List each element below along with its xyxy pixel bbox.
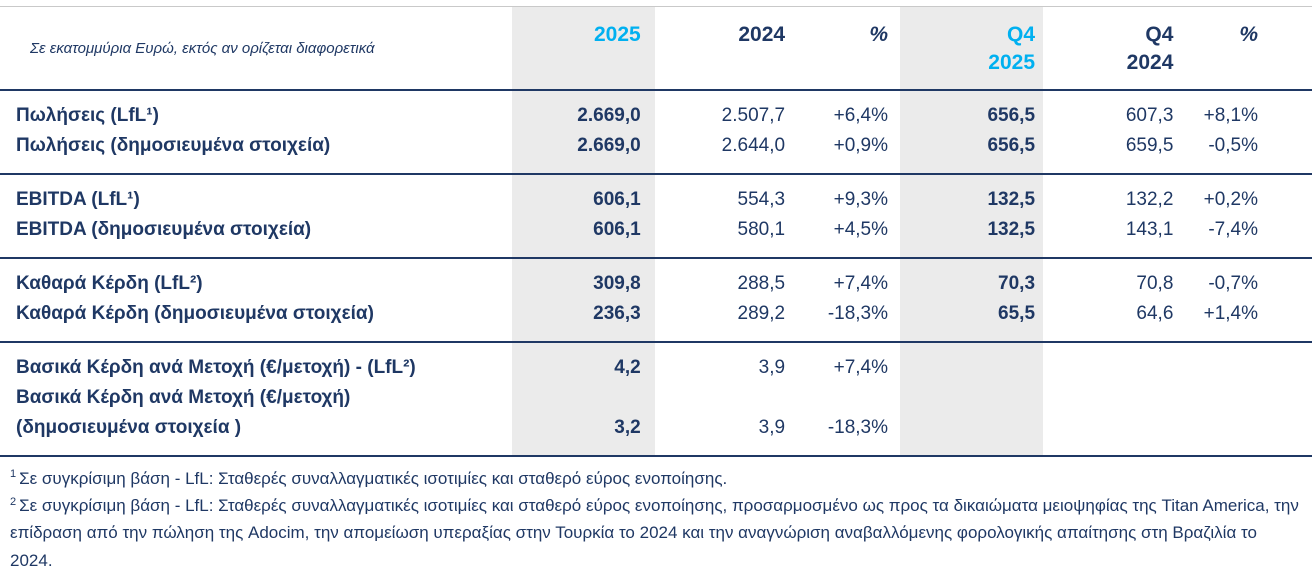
cell-2025: 606,1 <box>593 219 641 240</box>
cell-q4-2024: 70,8 <box>1043 257 1184 299</box>
cell-fy-percent: +7,4% <box>795 257 901 299</box>
cell-q4-percent: -0,7% <box>1183 257 1312 299</box>
row-label: Βασικά Κέρδη ανά Μετοχή (€/μετοχή) <box>16 387 351 408</box>
cell-2024: 3,9 <box>654 341 796 383</box>
cell-2024 <box>655 383 795 413</box>
row-label: Βασικά Κέρδη ανά Μετοχή (€/μετοχή) - (Lf… <box>0 341 512 383</box>
financial-results-table: Σε εκατομμύρια Ευρώ, εκτός αν ορίζεται δ… <box>0 6 1312 457</box>
cell-q4-2024: 132,2 <box>1043 173 1184 215</box>
cell-fy-percent: +0,9% <box>833 135 889 156</box>
cell-q4-percent: -7,4% <box>1208 219 1258 240</box>
cell-2024: 554,3 <box>654 173 796 215</box>
cell-q4-2024 <box>1043 413 1183 456</box>
cell-2025: 309,8 <box>511 257 655 299</box>
table-row: Καθαρά Κέρδη (δημοσιευμένα στοιχεία) 236… <box>0 299 1312 342</box>
cell-2025 <box>512 383 655 413</box>
row-label: Πωλήσεις (LfL¹) <box>16 105 159 126</box>
cell-q4-percent: -0,5% <box>1208 135 1258 156</box>
table-row: Βασικά Κέρδη ανά Μετοχή (€/μετοχή) - (Lf… <box>0 341 1312 383</box>
footnote-1-marker: 1 <box>10 468 17 481</box>
row-label: (δημοσιευμένα στοιχεία ) <box>16 417 242 438</box>
cell-q4-2024 <box>1043 341 1184 383</box>
cell-q4-2025: 656,5 <box>987 105 1036 126</box>
cell-fy-percent: +9,3% <box>795 173 901 215</box>
cell-q4-2025: 656,5 <box>987 135 1036 156</box>
cell-2024: 580,1 <box>737 219 786 240</box>
group-sales: Πωλήσεις (LfL¹) 2.669,0 2.507,7 +6,4% 65… <box>0 90 1312 174</box>
group-eps: Βασικά Κέρδη ανά Μετοχή (€/μετοχή) - (Lf… <box>0 341 1312 456</box>
cell-2025: 2.669,0 <box>577 135 641 156</box>
table-row: Βασικά Κέρδη ανά Μετοχή (€/μετοχή) <box>0 383 1312 413</box>
row-label: Καθαρά Κέρδη (LfL²) <box>0 257 512 299</box>
column-subheader-q4-2024: 2024 <box>1043 51 1184 91</box>
column-header-2024: 2024 <box>738 23 786 46</box>
cell-2024: 289,2 <box>737 303 786 324</box>
cell-2025: 606,1 <box>511 173 655 215</box>
cell-q4-percent <box>1183 383 1312 413</box>
table-row: EBITDA (LfL¹) 606,1 554,3 +9,3% 132,5 13… <box>0 173 1312 215</box>
group-net-profit: Καθαρά Κέρδη (LfL²) 309,8 288,5 +7,4% 70… <box>0 257 1312 342</box>
column-header-q4-2025: Q4 <box>1007 23 1036 46</box>
column-header-q4-percent: % <box>1239 23 1258 46</box>
cell-2024: 3,9 <box>758 417 786 438</box>
cell-q4-percent: +0,2% <box>1183 173 1312 215</box>
footnote-2-marker: 2 <box>10 495 17 508</box>
row-label: EBITDA (δημοσιευμένα στοιχεία) <box>16 219 312 240</box>
cell-2025: 2.669,0 <box>577 105 641 126</box>
cell-q4-2025: 70,3 <box>900 257 1044 299</box>
column-header-2025: 2025 <box>593 23 641 46</box>
cell-2025: 236,3 <box>593 303 641 324</box>
cell-2024: 2.644,0 <box>721 135 786 156</box>
cell-q4-2025 <box>900 341 1044 383</box>
table-row: (δημοσιευμένα στοιχεία ) 3,2 3,9 -18,3% <box>0 413 1312 456</box>
table-row: Πωλήσεις (LfL¹) 2.669,0 2.507,7 +6,4% 65… <box>0 90 1312 131</box>
group-ebitda: EBITDA (LfL¹) 606,1 554,3 +9,3% 132,5 13… <box>0 173 1312 258</box>
cell-q4-2025: 132,5 <box>987 219 1036 240</box>
column-subheader-q4-2025: 2025 <box>900 51 1044 91</box>
cell-q4-2024: 659,5 <box>1125 135 1174 156</box>
header-row-2: 2025 2024 <box>0 51 1312 91</box>
table-row: Καθαρά Κέρδη (LfL²) 309,8 288,5 +7,4% 70… <box>0 257 1312 299</box>
cell-fy-percent: +7,4% <box>795 341 901 383</box>
cell-q4-2025: 132,5 <box>900 173 1044 215</box>
header-row-1: Σε εκατομμύρια Ευρώ, εκτός αν ορίζεται δ… <box>0 6 1312 91</box>
cell-fy-percent: -18,3% <box>827 417 889 438</box>
footnotes: 1 Σε συγκρίσιμη βάση - LfL: Σταθερές συνα… <box>0 457 1312 574</box>
cell-q4-2025 <box>900 413 1043 456</box>
row-label: Καθαρά Κέρδη (δημοσιευμένα στοιχεία) <box>16 303 374 324</box>
cell-2025: 4,2 <box>511 341 655 383</box>
cell-fy-percent: +6,4% <box>833 105 889 126</box>
cell-2025: 3,2 <box>614 417 641 438</box>
cell-2024: 288,5 <box>654 257 796 299</box>
unit-note: Σε εκατομμύρια Ευρώ, εκτός αν ορίζεται δ… <box>0 6 512 91</box>
column-header-fy-percent: % <box>869 23 889 46</box>
cell-q4-2024: 64,6 <box>1136 303 1174 324</box>
cell-q4-2024: 607,3 <box>1125 105 1174 126</box>
cell-q4-percent <box>1183 413 1312 456</box>
footnote-2: 2 Σε συγκρίσιμη βάση - LfL: Σταθερές συνα… <box>10 492 1302 574</box>
cell-q4-2025 <box>900 383 1043 413</box>
footnote-2-text: Σε συγκρίσιμη βάση - LfL: Σταθερές συναλ… <box>10 496 1299 570</box>
cell-q4-percent: +1,4% <box>1203 303 1258 324</box>
row-label: EBITDA (LfL¹) <box>0 173 512 215</box>
cell-q4-percent: +8,1% <box>1203 105 1258 126</box>
footnote-1-text: Σε συγκρίσιμη βάση - LfL: Σταθερές συναλ… <box>19 469 728 488</box>
cell-q4-percent <box>1183 341 1312 383</box>
row-label: Πωλήσεις (δημοσιευμένα στοιχεία) <box>16 135 331 156</box>
cell-fy-percent <box>795 383 900 413</box>
table-header: Σε εκατομμύρια Ευρώ, εκτός αν ορίζεται δ… <box>0 6 1312 91</box>
column-header-q4-2024: Q4 <box>1145 23 1174 46</box>
table-row: EBITDA (δημοσιευμένα στοιχεία) 606,1 580… <box>0 215 1312 258</box>
footnote-1: 1 Σε συγκρίσιμη βάση - LfL: Σταθερές συνα… <box>10 465 1302 492</box>
table-row: Πωλήσεις (δημοσιευμένα στοιχεία) 2.669,0… <box>0 131 1312 174</box>
cell-q4-2024 <box>1043 383 1183 413</box>
cell-2024: 2.507,7 <box>721 105 786 126</box>
cell-q4-2024: 143,1 <box>1125 219 1174 240</box>
cell-fy-percent: +4,5% <box>833 219 889 240</box>
cell-q4-2025: 65,5 <box>998 303 1036 324</box>
cell-fy-percent: -18,3% <box>827 303 889 324</box>
